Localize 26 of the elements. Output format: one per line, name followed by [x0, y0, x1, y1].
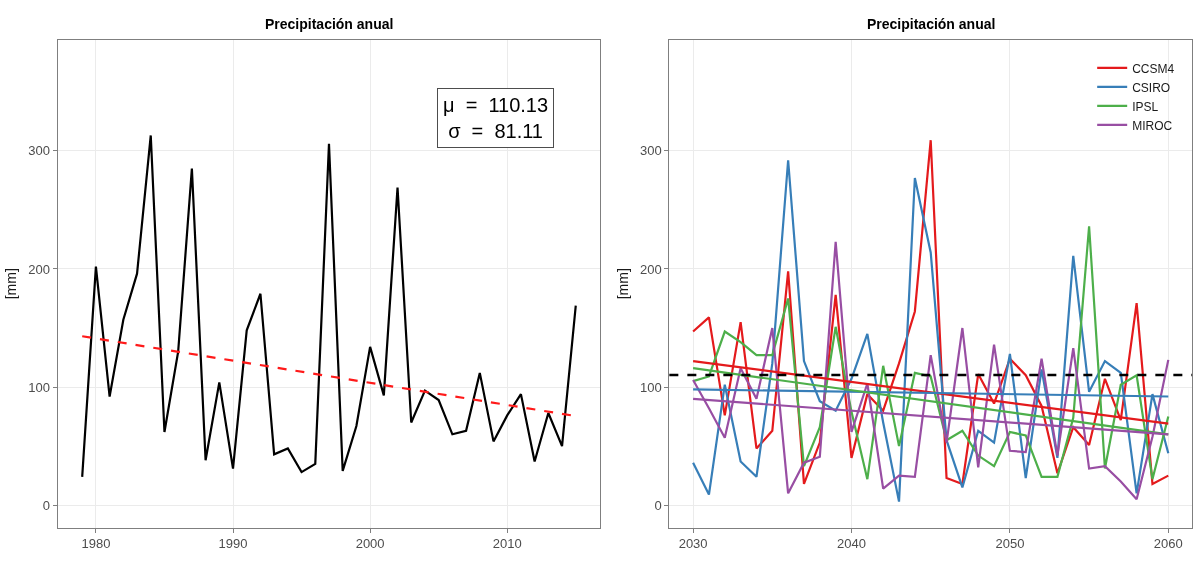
legend-label: MIROC [1132, 118, 1173, 133]
x-tick-label: 2010 [492, 536, 522, 552]
x-tick-label: 1980 [81, 536, 111, 552]
x-tick-label: 2050 [995, 536, 1025, 552]
chart-title: Precipitación anual [867, 16, 996, 32]
x-tick-label: 2000 [355, 536, 385, 552]
chart-title: Precipitación anual [265, 16, 394, 32]
x-tick-label: 2030 [678, 536, 708, 552]
y-tick-label: 0 [42, 497, 50, 513]
x-tick-label: 2040 [837, 536, 866, 552]
y-tick-label: 0 [654, 497, 662, 513]
x-tick-label: 2060 [1153, 536, 1183, 552]
y-tick-label: 100 [28, 379, 50, 395]
legend-label: CCSM4 [1132, 61, 1175, 76]
y-tick-label: 200 [28, 261, 50, 277]
y-tick-label: 200 [640, 261, 662, 277]
annotation: μ = 110.13 [443, 94, 549, 116]
y-axis-title: [mm] [614, 268, 631, 300]
x-tick-label: 1990 [218, 536, 248, 552]
y-axis-title: [mm] [2, 268, 19, 300]
y-tick-label: 300 [640, 143, 662, 159]
legend-label: IPSL [1132, 99, 1159, 114]
annotation: σ = 81.11 [448, 120, 543, 142]
legend-label: CSIRO [1132, 80, 1171, 95]
y-tick-label: 100 [640, 379, 662, 395]
y-tick-label: 300 [28, 143, 50, 159]
